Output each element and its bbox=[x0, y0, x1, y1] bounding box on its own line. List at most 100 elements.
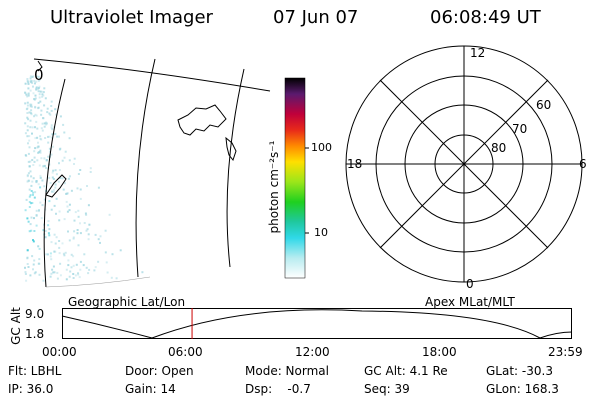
uv-speckle bbox=[72, 237, 75, 240]
uv-speckle bbox=[32, 92, 35, 95]
uv-speckle bbox=[48, 150, 51, 153]
uv-speckle bbox=[28, 230, 31, 233]
uv-speckle bbox=[26, 104, 29, 107]
uv-speckle bbox=[42, 279, 45, 282]
uv-speckle bbox=[42, 165, 45, 168]
uv-speckle bbox=[67, 264, 70, 267]
uv-speckle bbox=[26, 175, 29, 178]
uv-speckle bbox=[70, 189, 73, 192]
uv-speckle bbox=[61, 159, 64, 162]
mlt-diagonal bbox=[379, 79, 549, 249]
uv-speckle bbox=[38, 93, 41, 96]
uv-speckle bbox=[82, 264, 85, 267]
uv-speckle bbox=[31, 132, 33, 135]
uv-speckle bbox=[119, 249, 122, 252]
uv-speckle bbox=[53, 250, 56, 253]
uv-speckle bbox=[28, 146, 31, 149]
uv-speckle bbox=[51, 171, 54, 174]
uv-speckle bbox=[40, 127, 43, 130]
uv-speckle bbox=[32, 268, 34, 271]
uv-speckle bbox=[30, 109, 33, 112]
uv-speckle bbox=[37, 245, 40, 248]
uv-speckle bbox=[34, 126, 36, 129]
uv-speckle bbox=[52, 190, 55, 193]
uv-speckle bbox=[37, 79, 40, 82]
uv-speckle bbox=[29, 119, 32, 122]
uv-speckle bbox=[28, 165, 31, 168]
status-dsp: Dsp: -0.7 bbox=[245, 382, 311, 396]
uv-speckle bbox=[51, 190, 53, 193]
uv-speckle bbox=[37, 87, 40, 89]
uv-speckle bbox=[38, 78, 41, 81]
uv-speckle bbox=[49, 252, 52, 255]
colorbar-tick-100: 100 bbox=[311, 141, 332, 154]
uv-speckle bbox=[26, 256, 29, 259]
uv-speckle bbox=[50, 124, 53, 127]
uv-speckle bbox=[41, 179, 44, 182]
uv-speckle bbox=[24, 132, 27, 135]
uv-speckle bbox=[41, 129, 44, 132]
uv-speckle bbox=[72, 255, 75, 258]
uv-speckle bbox=[28, 206, 31, 208]
uv-speckle bbox=[26, 129, 29, 132]
uv-speckle bbox=[38, 96, 41, 99]
uv-speckle bbox=[53, 233, 56, 236]
uv-speckle bbox=[27, 142, 29, 145]
uv-speckle bbox=[39, 100, 42, 103]
uv-speckle bbox=[66, 210, 69, 213]
uv-speckle bbox=[24, 154, 27, 157]
mlt-label-0: 0 bbox=[466, 277, 474, 291]
uv-speckle bbox=[47, 141, 50, 144]
uv-speckle bbox=[48, 234, 51, 237]
uv-speckle bbox=[27, 81, 30, 84]
uv-speckle bbox=[32, 177, 35, 180]
uv-speckle bbox=[111, 253, 114, 256]
uv-speckle bbox=[77, 244, 80, 247]
uv-speckle bbox=[29, 194, 32, 197]
uv-speckle bbox=[34, 106, 37, 109]
altitude-ytick-max: 9.0 bbox=[25, 307, 45, 321]
uv-speckle bbox=[39, 137, 42, 140]
map-corner-label: 0 bbox=[34, 66, 44, 84]
uv-speckle bbox=[87, 204, 90, 207]
uv-speckle bbox=[106, 271, 109, 274]
uv-speckle bbox=[25, 198, 28, 201]
uv-speckle bbox=[54, 250, 57, 253]
altitude-curve bbox=[61, 309, 573, 339]
uv-speckle bbox=[27, 152, 30, 155]
uv-speckle bbox=[33, 160, 36, 163]
uv-speckle bbox=[30, 184, 33, 187]
uv-speckle bbox=[39, 186, 42, 189]
uv-speckle bbox=[34, 191, 37, 194]
uv-speckle bbox=[35, 180, 38, 183]
uv-speckle bbox=[39, 90, 42, 93]
uv-speckle bbox=[35, 114, 38, 117]
uv-speckle bbox=[34, 137, 37, 140]
meridian-line bbox=[43, 78, 66, 288]
earth-limb bbox=[45, 276, 151, 288]
uv-speckle bbox=[64, 251, 67, 254]
status-mode: Mode: Normal bbox=[245, 364, 329, 378]
uv-speckle bbox=[27, 266, 30, 268]
uv-speckle bbox=[26, 174, 29, 176]
uv-speckle bbox=[35, 80, 38, 83]
status-gain: Gain: 14 bbox=[125, 382, 176, 396]
uv-speckle bbox=[59, 177, 62, 179]
uv-speckle bbox=[94, 266, 97, 269]
uv-speckle bbox=[50, 272, 53, 275]
uv-speckle bbox=[32, 239, 34, 241]
uv-speckle bbox=[68, 203, 71, 206]
uv-speckle bbox=[88, 268, 91, 271]
uv-speckle bbox=[79, 268, 82, 271]
uv-speckle bbox=[29, 274, 32, 277]
coastline bbox=[225, 136, 237, 162]
uv-speckle bbox=[68, 275, 71, 278]
uv-speckle bbox=[48, 228, 51, 231]
colorbar bbox=[284, 77, 309, 279]
uv-speckle bbox=[52, 169, 55, 172]
uv-speckle bbox=[105, 261, 108, 264]
uv-speckle bbox=[33, 98, 36, 101]
uv-speckle bbox=[42, 117, 45, 120]
uv-speckle bbox=[39, 176, 42, 179]
uv-speckle bbox=[24, 82, 27, 85]
